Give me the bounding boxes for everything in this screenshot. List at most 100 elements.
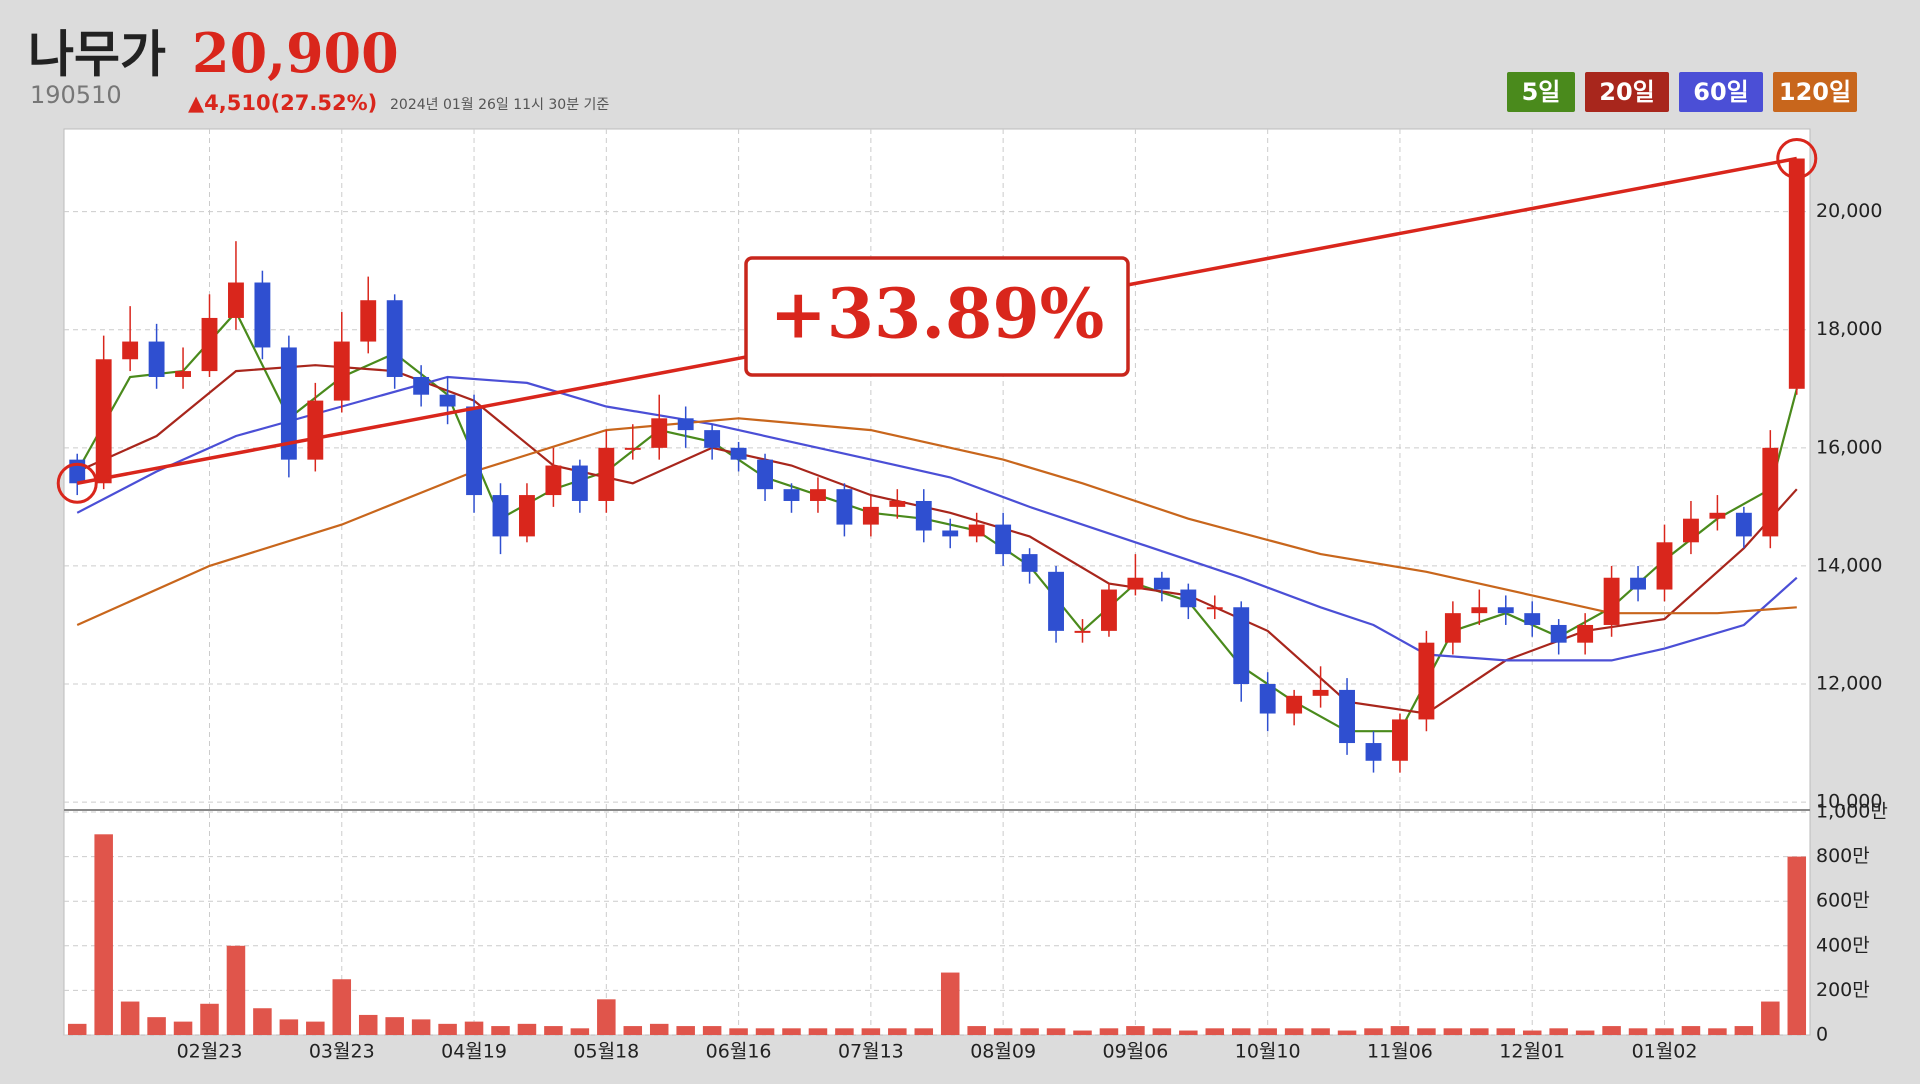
candle-body — [386, 300, 403, 377]
x-tick-label: 02월23 — [177, 1041, 243, 1063]
volume-bar — [1311, 1028, 1330, 1035]
stock-name: 나무가 — [28, 26, 166, 84]
volume-bar — [226, 945, 246, 1035]
candle-body — [307, 400, 324, 460]
x-tick-label: 04월19 — [441, 1041, 507, 1063]
candle-body — [704, 430, 721, 448]
volume-bar — [861, 1028, 881, 1035]
volume-bar — [1443, 1028, 1463, 1035]
y-tick-label: 18,000 — [1816, 318, 1882, 340]
candle-body — [175, 371, 191, 377]
volume-bar — [1470, 1028, 1489, 1035]
candle-body — [862, 506, 879, 525]
volume-bar — [1231, 1028, 1251, 1035]
volume-bar — [147, 1017, 166, 1035]
volume-bar — [808, 1028, 828, 1035]
candle-body — [360, 300, 377, 342]
candle-body — [1259, 684, 1276, 714]
volume-bar — [1417, 1028, 1436, 1035]
candle-body — [254, 282, 271, 348]
timestamp: 2024년 01월 26일 11시 30분 기준 — [390, 97, 609, 113]
candle-body — [1550, 624, 1567, 643]
volume-bar — [491, 1026, 510, 1035]
volume-bar — [1390, 1026, 1410, 1035]
candle-body — [1603, 577, 1620, 625]
candle-body — [915, 500, 932, 531]
volume-bar — [464, 1021, 484, 1035]
volume-bar — [279, 1019, 299, 1035]
legend-chip — [1773, 72, 1857, 112]
candle-body — [1444, 613, 1461, 643]
candle-body — [677, 418, 694, 431]
candle-body — [1312, 689, 1329, 696]
volume-bar — [914, 1028, 934, 1035]
candle-body — [889, 500, 906, 507]
y-tick-label: 10,000 — [1816, 791, 1882, 813]
volume-bar — [993, 1028, 1013, 1035]
volume-bar — [1126, 1026, 1145, 1035]
volume-bar — [1364, 1028, 1383, 1035]
candle-body — [228, 282, 244, 318]
legend-label: 5일 — [1522, 78, 1561, 106]
candle-body — [783, 489, 800, 501]
volume-bar — [1337, 1030, 1357, 1035]
volume-bar — [173, 1021, 193, 1035]
volume-bar — [438, 1023, 457, 1035]
volume-bar — [1152, 1028, 1172, 1035]
x-tick-label: 12월01 — [1499, 1041, 1565, 1063]
stock-code: 190510 — [30, 81, 122, 109]
volume-tick-label: 0 — [1816, 1024, 1828, 1046]
start-marker — [56, 462, 98, 504]
y-tick-label: 16,000 — [1816, 436, 1882, 458]
volume-bar — [1761, 1001, 1780, 1035]
candle-body — [519, 495, 535, 537]
volume-bar — [1284, 1028, 1304, 1035]
candle-body — [1630, 577, 1646, 590]
x-tick-label: 10월10 — [1235, 1041, 1301, 1063]
volume-tick-label: 1,000만 — [1816, 801, 1888, 823]
stock-price: 20,900 — [192, 21, 399, 85]
candle-body — [598, 447, 615, 501]
volume-bar — [1179, 1030, 1198, 1035]
volume-bar — [1708, 1028, 1727, 1035]
volume-bar — [1258, 1028, 1277, 1035]
candle-body — [1788, 158, 1805, 389]
volume-bar — [1020, 1028, 1039, 1035]
volume-bar — [253, 1008, 272, 1035]
volume-bar — [835, 1028, 854, 1035]
volume-bar — [729, 1028, 748, 1035]
volume-bar — [411, 1019, 431, 1035]
volume-bar — [120, 1001, 140, 1035]
x-tick-label: 01월02 — [1632, 1041, 1698, 1063]
volume-bar — [702, 1026, 722, 1035]
candle-body — [1153, 577, 1170, 590]
candle-body — [1577, 624, 1594, 643]
volume-bar — [1496, 1028, 1516, 1035]
volume-bar — [755, 1028, 775, 1035]
volume-bar — [200, 1003, 219, 1035]
candle-body — [730, 447, 747, 460]
volume-bar — [94, 834, 113, 1035]
annotation: +33.89% — [770, 275, 1105, 355]
volume-bar — [544, 1026, 563, 1035]
legend-chip — [1679, 72, 1763, 112]
volume-bar — [940, 972, 960, 1035]
volume-tick-label: 200만 — [1816, 979, 1870, 1001]
volume-bar — [385, 1017, 404, 1035]
candle-body — [201, 317, 218, 372]
x-tick-label: 09월06 — [1102, 1041, 1168, 1063]
ma-line — [76, 417, 1797, 627]
volume-bar — [1681, 1026, 1701, 1035]
y-tick-label: 20,000 — [1816, 200, 1882, 222]
candle-body — [95, 359, 112, 484]
volume-bar — [1522, 1030, 1542, 1035]
volume-bar — [649, 1023, 669, 1035]
candle-body — [1656, 542, 1673, 590]
legend: 5일 20일 60일 120일 — [1507, 72, 1857, 112]
volume-bar — [306, 1021, 325, 1035]
volume-bar — [1549, 1028, 1568, 1035]
candle-body — [1339, 689, 1355, 744]
candle-body — [1206, 607, 1223, 610]
volume-bar — [623, 1026, 643, 1035]
ma-line — [76, 364, 1798, 715]
